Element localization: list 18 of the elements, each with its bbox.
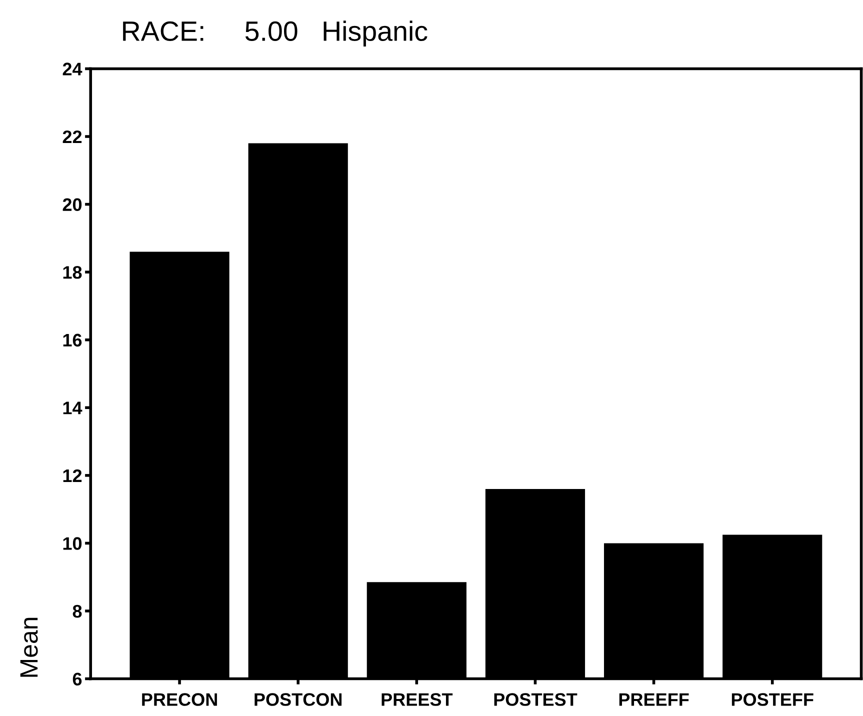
x-tick-label: POSTEFF: [732, 693, 814, 706]
x-tick-label: PREEST: [382, 693, 453, 706]
y-tick-label: 22: [62, 130, 82, 144]
y-tick-label: 24: [62, 62, 82, 76]
x-tick-label: PREEFF: [619, 693, 689, 706]
y-tick-label: 8: [72, 604, 82, 618]
x-tick-label: POSTCON: [254, 693, 342, 706]
y-tick-label: 20: [62, 198, 82, 212]
y-tick-label: 16: [63, 334, 82, 347]
y-tick-label: 6: [72, 672, 82, 686]
y-tick-label: 10: [63, 537, 82, 550]
chart-title: RACE: 5.00 Hispanic: [123, 20, 428, 47]
x-tick-label: PRECON: [142, 693, 217, 706]
y-tick-label: 12: [63, 469, 82, 482]
x-tick-label: POSTEST: [494, 693, 578, 706]
y-tick-label: 14: [63, 402, 82, 414]
y-tick-label: 18: [63, 266, 82, 279]
y-axis-title: Mean: [20, 618, 38, 677]
